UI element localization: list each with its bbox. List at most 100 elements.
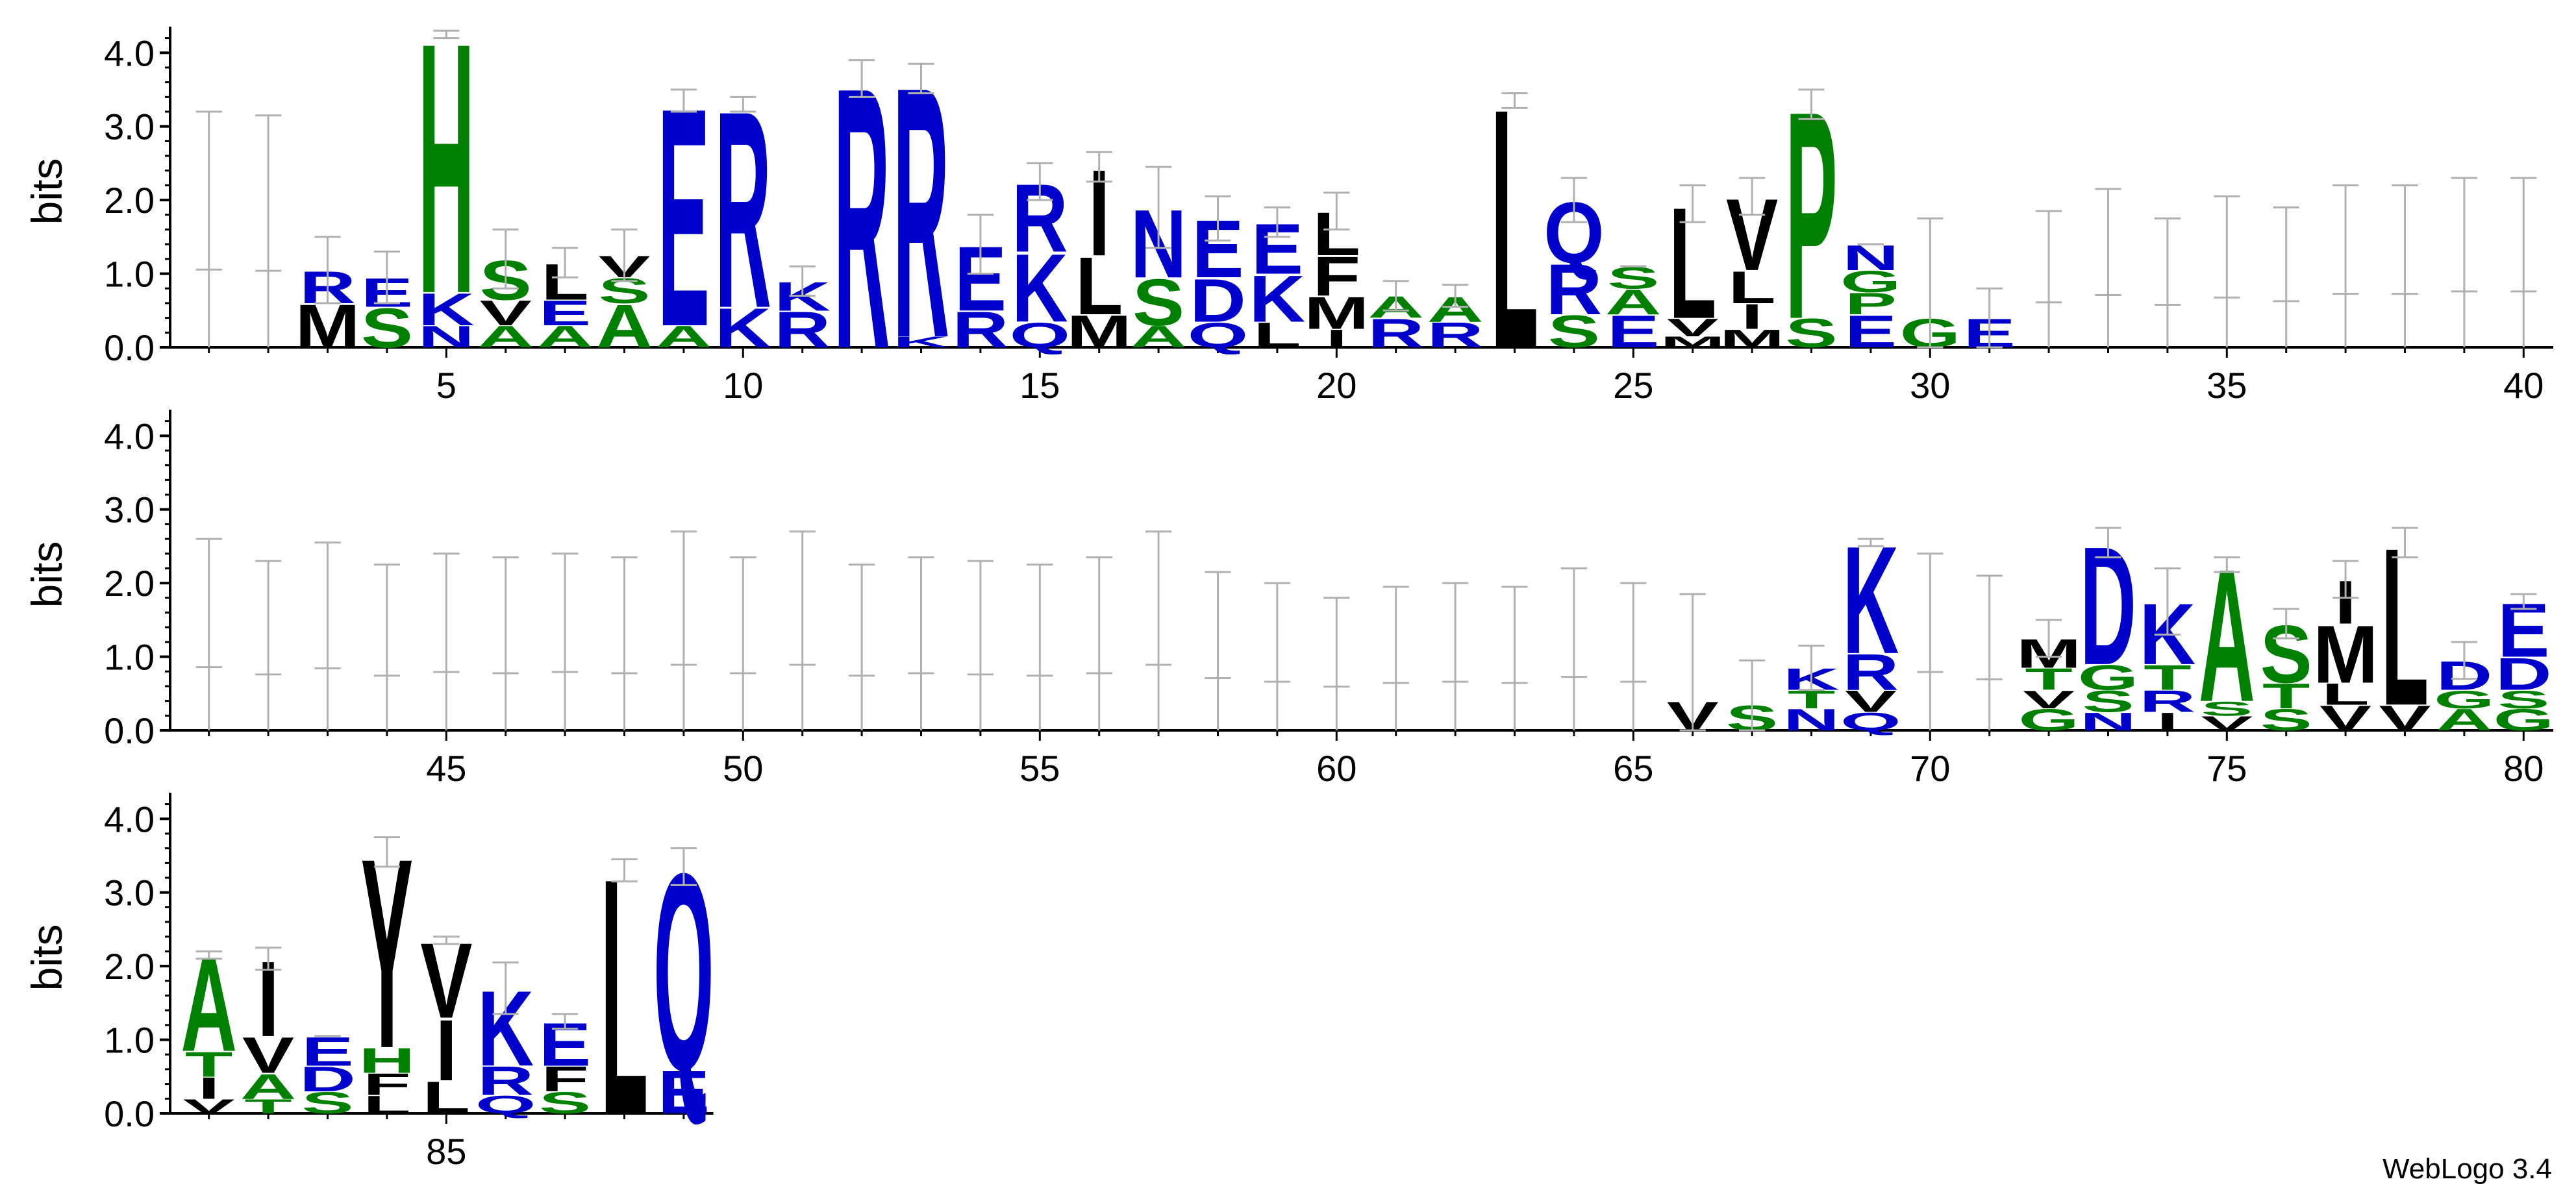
logo-letter: T [2025, 662, 2072, 697]
y-tick-label: 4.0 [104, 415, 155, 456]
logo-letter: L [363, 1090, 410, 1119]
position-37 [2332, 184, 2359, 347]
position-78: VL [2379, 501, 2431, 752]
logo-letter: G [2078, 657, 2138, 697]
logo-letter: L [2321, 677, 2369, 712]
position-48 [611, 556, 638, 730]
logo-letter: M [1304, 288, 1369, 339]
position-6: AVS [477, 229, 534, 354]
position-62 [1442, 582, 1469, 730]
x-tick-label: 35 [2207, 365, 2247, 406]
logo-letter: A [1605, 282, 1662, 322]
logo-letter: R [1843, 643, 1899, 700]
logo-letter: N [2080, 707, 2136, 736]
y-tick-label: 0.0 [104, 1093, 155, 1134]
logo-letter: S [1132, 265, 1184, 340]
logo-letter: G [2494, 703, 2554, 738]
logo-letter: L [1253, 315, 1301, 355]
x-tick-label: 45 [426, 748, 466, 789]
logo-letter: S [1785, 311, 1837, 356]
position-31: E [1964, 287, 2016, 356]
logo-letter: E [1607, 306, 1659, 357]
position-3: MR [295, 236, 360, 360]
logo-letter: F [541, 1059, 588, 1099]
position-30: G [1900, 217, 1960, 356]
position-54 [967, 560, 994, 730]
position-26: MVL [1660, 175, 1725, 352]
position-38 [2392, 184, 2418, 347]
y-tick-label: 2.0 [104, 180, 155, 221]
logo-letter: V [2023, 685, 2075, 713]
position-14: RE [953, 214, 1009, 358]
position-51 [789, 530, 816, 730]
y-tick-label: 2.0 [104, 946, 155, 987]
position-86: QRK [475, 961, 536, 1119]
logo-letter: S [1548, 306, 1600, 357]
position-24: SRQ [1544, 177, 1605, 357]
position-22: RA [1427, 284, 1483, 355]
position-70 [1917, 552, 1944, 730]
logo-letter: R [953, 301, 1009, 358]
position-64 [1560, 567, 1588, 730]
position-17: ASN [1131, 166, 1187, 354]
position-74: IRTK [2140, 567, 2195, 736]
y-tick-label: 3.0 [104, 490, 155, 530]
logo-letter: V [2379, 698, 2431, 738]
logo-letter: A [1131, 320, 1187, 354]
position-33 [2095, 188, 2121, 347]
position-16: MLI [1067, 145, 1132, 358]
position-21: RA [1368, 280, 1424, 356]
logo-letter: F [1313, 245, 1360, 308]
position-44 [373, 564, 401, 730]
position-71 [1976, 575, 2003, 730]
position-42 [255, 560, 282, 730]
position-56 [1086, 556, 1112, 730]
logo-letter: I [1326, 324, 1347, 353]
x-tick-label: 70 [1910, 748, 1950, 789]
y-tick-label: 1.0 [104, 1020, 155, 1061]
logo-letter: M [1660, 334, 1725, 351]
position-58 [1205, 571, 1231, 730]
logo-letter: V [1667, 313, 1719, 341]
logo-letter: Q [1010, 315, 1070, 355]
logo-letter: N [1783, 703, 1840, 738]
logo-letter: A [537, 320, 594, 354]
y-tick-label: 3.0 [104, 106, 155, 147]
x-tick-label: 10 [723, 365, 763, 406]
logo-letter: A [596, 291, 653, 360]
logo-letter: T [2262, 676, 2310, 716]
position-87: SFE [539, 1010, 591, 1121]
position-2 [255, 114, 282, 347]
position-9: AE [656, 43, 712, 391]
position-36 [2273, 206, 2299, 347]
position-55 [1027, 564, 1053, 730]
position-23: L [1491, 38, 1538, 421]
y-tick-label: 4.0 [104, 32, 155, 73]
position-25: EAS [1605, 261, 1662, 357]
y-tick-label: 2.0 [104, 563, 155, 604]
logo-letter: G [2434, 685, 2494, 713]
y-tick-label: 1.0 [104, 254, 155, 295]
position-32 [2035, 210, 2062, 347]
position-11: RK [774, 265, 831, 358]
position-60 [1323, 597, 1350, 730]
position-8: ASV [596, 229, 653, 360]
position-10: KR [715, 53, 771, 367]
logo-letter: G [1840, 264, 1901, 299]
position-65 [1620, 582, 1647, 730]
position-66: V [1667, 593, 1719, 739]
logo-letter: Q [1840, 707, 1901, 736]
logo-letter: S [2260, 703, 2312, 738]
logo-letter: Q [475, 1090, 536, 1119]
x-tick-label: 20 [1316, 365, 1357, 406]
x-tick-label: 60 [1316, 748, 1357, 789]
logo-letter: P [1845, 287, 1897, 321]
position-43 [314, 541, 341, 730]
x-tick-label: 50 [723, 748, 763, 789]
